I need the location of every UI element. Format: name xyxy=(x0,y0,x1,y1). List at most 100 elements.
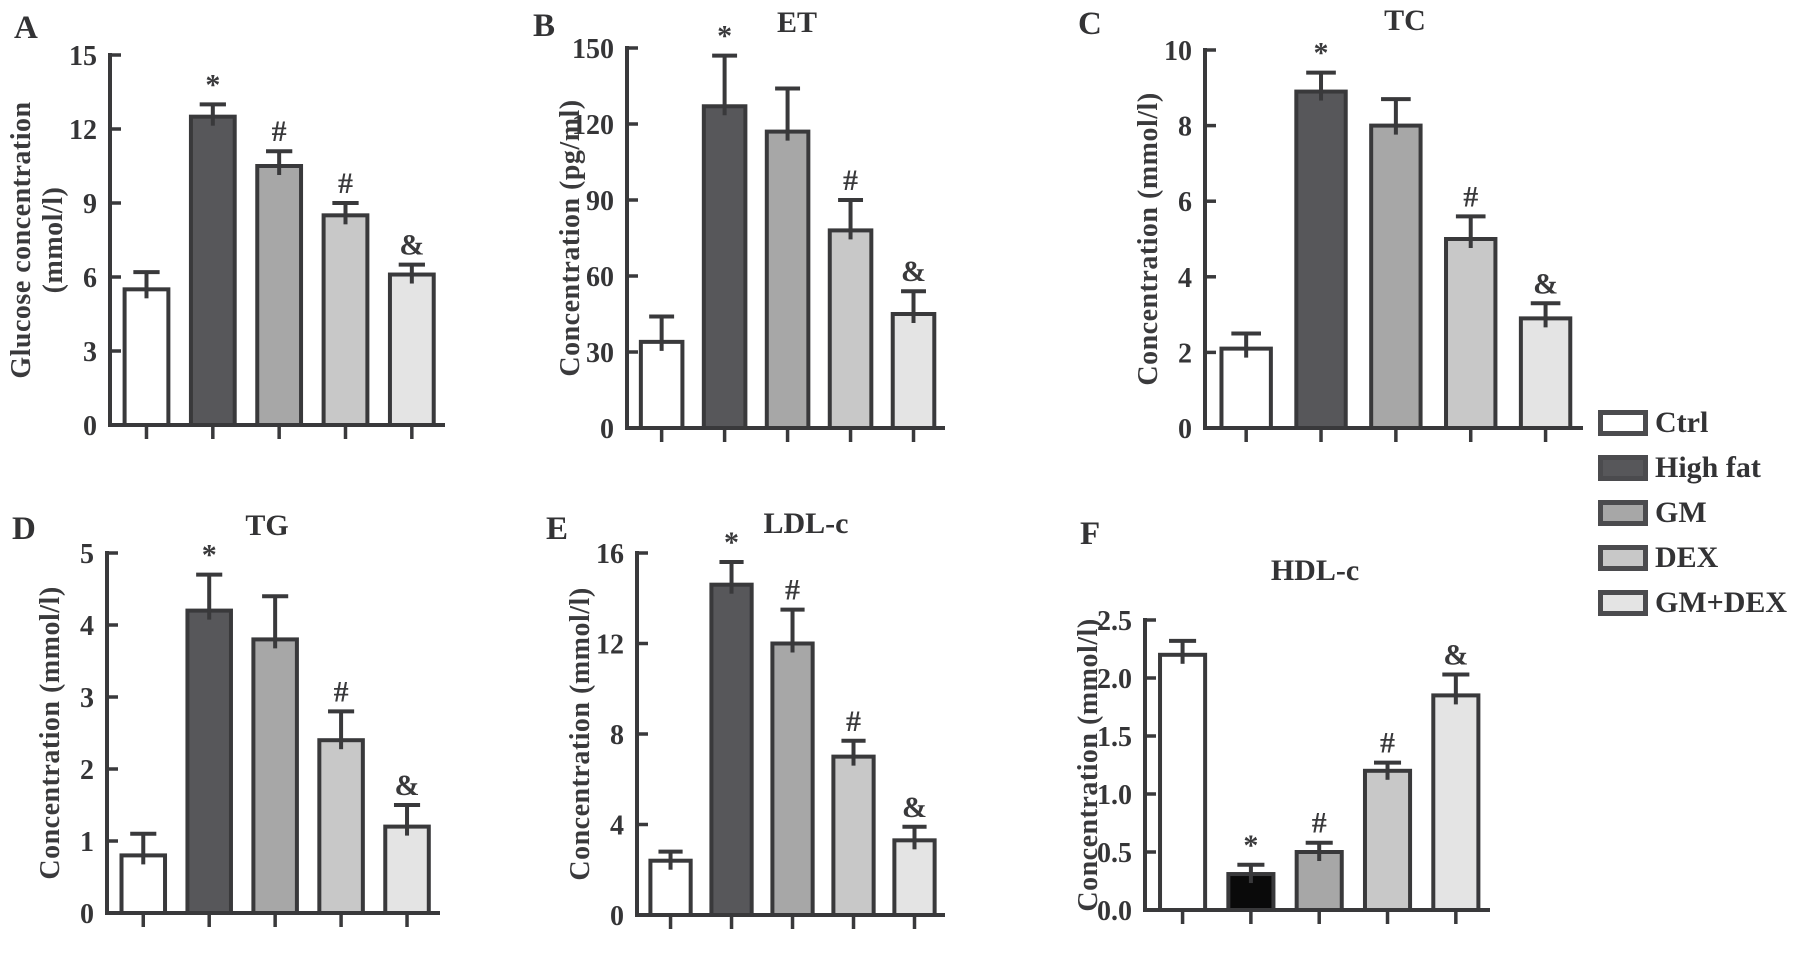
y-tick-label: 2.5 xyxy=(1097,606,1132,637)
sig-annotation: * xyxy=(1243,829,1258,862)
bar-dex xyxy=(831,754,876,917)
sig-annotation: * xyxy=(1314,37,1329,70)
y-tick-label: 15 xyxy=(69,41,97,72)
y-tick-label: 1 xyxy=(80,827,94,858)
y-tick-label: 120 xyxy=(572,110,614,141)
y-tick-label: 0 xyxy=(80,899,94,930)
y-tick-label: 6 xyxy=(83,263,97,294)
y-tick-label: 4 xyxy=(610,811,624,842)
legend-entry-ctrl: Ctrl xyxy=(1598,400,1787,445)
y-tick-label: 12 xyxy=(596,630,624,661)
y-tick-label: 2.0 xyxy=(1097,664,1132,695)
legend: Ctrl High fat GM DEX GM+DEX xyxy=(1598,400,1787,625)
y-axis-label: Concentration (mmol/l) xyxy=(565,587,596,880)
y-tick-label: 0.0 xyxy=(1097,896,1132,927)
bar-gm-dex xyxy=(1431,693,1481,912)
sig-annotation: & xyxy=(1533,267,1558,300)
y-tick-label: 0 xyxy=(1178,414,1192,445)
bar-ctrl xyxy=(648,858,693,918)
y-tick-label: 9 xyxy=(83,189,97,220)
y-axis-label: Concentration (mmol/l) xyxy=(1073,618,1104,911)
sig-annotation: * xyxy=(205,68,220,101)
bar-high-fat xyxy=(185,608,233,915)
chart-panel-b: 0 30 60 90 120 150 Concentration (pg/ml) * # & xyxy=(555,20,945,445)
panel-title-f: HDL-c xyxy=(1270,554,1360,587)
y-tick-label: 4 xyxy=(1178,263,1192,294)
y-tick-label: 5 xyxy=(80,539,94,570)
panel-letter-b: B xyxy=(533,8,556,44)
sig-annotation: & xyxy=(1443,639,1468,672)
sig-annotation: # xyxy=(785,574,800,607)
bar-dex xyxy=(827,228,874,430)
legend-label-dex: DEX xyxy=(1655,540,1719,574)
legend-entry-gm-dex: GM+DEX xyxy=(1598,580,1787,625)
legend-swatch-dex xyxy=(1598,544,1648,571)
sig-annotation: & xyxy=(399,229,424,262)
y-tick-label: 16 xyxy=(596,539,624,570)
panel-title-e: LDL-c xyxy=(763,507,849,540)
bar-ctrl xyxy=(1219,346,1273,430)
y-tick-label: 2 xyxy=(80,755,94,786)
y-axis-label: Glucose concentration xyxy=(6,101,37,378)
legend-entry-dex: DEX xyxy=(1598,535,1787,580)
y-tick-label: 8 xyxy=(610,720,624,751)
legend-label-gm: GM xyxy=(1655,495,1707,529)
panel-title-d: TG xyxy=(245,509,289,542)
chart-panel-d: 0 1 2 3 4 5 Concentration (mmol/l) * # & xyxy=(35,539,440,930)
sig-annotation: # xyxy=(843,164,858,197)
y-axis-label: (mmol/l) xyxy=(38,187,69,294)
y-tick-label: 4 xyxy=(80,611,94,642)
legend-entry-high-fat: High fat xyxy=(1598,445,1787,490)
bar-high-fat xyxy=(709,582,754,918)
legend-swatch-ctrl xyxy=(1598,409,1648,436)
y-tick-label: 1.0 xyxy=(1097,780,1132,811)
bar-gm xyxy=(770,641,815,917)
y-tick-label: 12 xyxy=(69,115,97,146)
legend-entry-gm: GM xyxy=(1598,490,1787,535)
y-tick-label: 3 xyxy=(83,337,97,368)
y-axis-label: Concentration (mmol/l) xyxy=(35,586,66,879)
bar-ctrl xyxy=(638,339,685,430)
y-tick-label: 10 xyxy=(1164,36,1192,67)
sig-annotation: * xyxy=(724,526,739,559)
sig-annotation: # xyxy=(1380,727,1395,760)
legend-label-gm-dex: GM+DEX xyxy=(1655,585,1788,619)
bar-gm xyxy=(251,637,299,915)
sig-annotation: # xyxy=(272,115,287,148)
bar-gm xyxy=(1294,850,1344,912)
bar-ctrl xyxy=(119,853,168,915)
bar-gm xyxy=(1369,123,1423,430)
panel-title-b: ET xyxy=(776,6,818,39)
sig-annotation: & xyxy=(395,769,420,802)
bar-high-fat xyxy=(188,114,237,428)
bar-gm xyxy=(255,164,304,427)
sig-annotation: # xyxy=(1463,180,1478,213)
sig-annotation: & xyxy=(902,791,927,824)
bar-gm-dex xyxy=(892,838,937,917)
bar-high-fat xyxy=(701,104,748,431)
legend-swatch-gm-dex xyxy=(1598,589,1648,616)
bar-dex xyxy=(1444,237,1498,430)
sig-annotation: # xyxy=(846,705,861,738)
panel-letter-f: F xyxy=(1080,516,1101,552)
sig-annotation: # xyxy=(334,675,349,708)
bar-dex xyxy=(317,738,365,915)
bar-gm xyxy=(764,129,811,430)
y-tick-label: 0.5 xyxy=(1097,838,1132,869)
panel-letter-c: C xyxy=(1078,6,1102,42)
sig-annotation: # xyxy=(1312,807,1327,840)
y-tick-label: 6 xyxy=(1178,187,1192,218)
y-tick-label: 0 xyxy=(610,901,624,932)
bar-ctrl xyxy=(122,287,171,428)
legend-label-high-fat: High fat xyxy=(1655,450,1761,484)
chart-panel-a: 0 3 6 9 12 15 Glucose concentration (mmol/l) * # #… xyxy=(6,41,445,442)
y-tick-label: 3 xyxy=(80,683,94,714)
y-tick-label: 1.5 xyxy=(1097,722,1132,753)
y-tick-label: 8 xyxy=(1178,112,1192,143)
bar-gm-dex xyxy=(387,272,436,427)
sig-annotation: * xyxy=(202,539,217,572)
legend-swatch-gm xyxy=(1598,499,1648,526)
